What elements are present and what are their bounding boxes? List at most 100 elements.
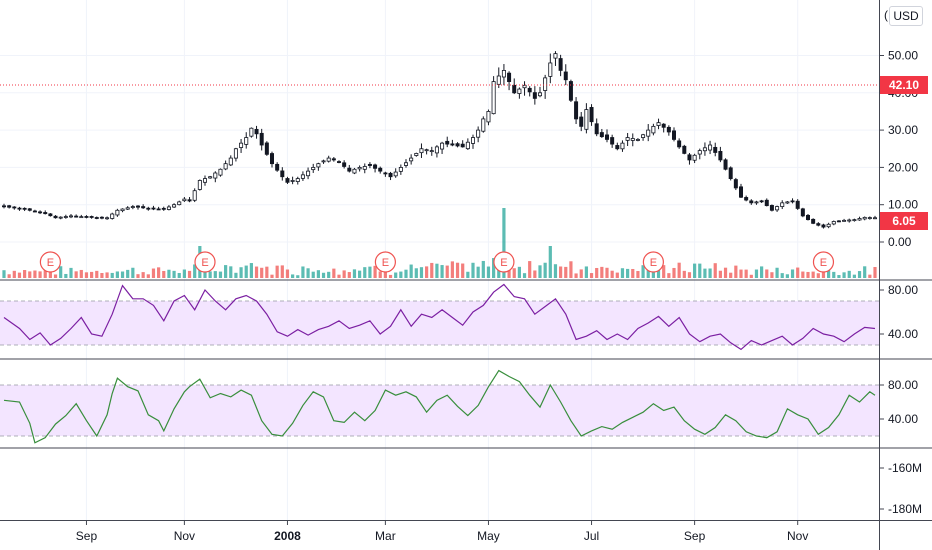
candle-body	[22, 207, 27, 210]
volume-bar	[388, 274, 393, 278]
candle-body	[568, 81, 573, 101]
candle-body	[362, 166, 367, 170]
earnings-marker[interactable]: E	[39, 251, 61, 273]
rsi-line	[3, 283, 876, 351]
currency-button[interactable]: USD	[889, 6, 923, 26]
candle-body	[867, 217, 872, 219]
earnings-marker[interactable]: E	[194, 251, 216, 273]
candle-body	[532, 92, 537, 99]
volume-bar	[64, 273, 68, 278]
candle-body	[739, 186, 744, 198]
volume-bar	[497, 269, 501, 278]
volume-bar	[440, 265, 444, 278]
volume-bar	[461, 263, 465, 278]
candle-body	[692, 154, 697, 161]
earnings-circle	[812, 251, 835, 273]
volume-bar	[105, 272, 109, 278]
volume-bar	[589, 273, 594, 278]
candle-body	[285, 178, 290, 183]
earnings-marker[interactable]: E	[642, 251, 664, 273]
candle-body	[69, 215, 74, 218]
candle-body	[465, 141, 470, 150]
axis-clipped-label: (	[884, 8, 888, 22]
candle-body	[713, 146, 718, 153]
candle-body	[610, 137, 615, 145]
candle-body	[599, 132, 604, 138]
volume-bar	[811, 271, 815, 278]
candle-body	[342, 162, 347, 167]
volume-bar	[713, 263, 717, 278]
volume-bar	[126, 269, 130, 278]
candle-body	[233, 148, 238, 159]
volume-bar	[734, 265, 738, 278]
candle-body	[249, 127, 254, 137]
volume-bar	[790, 269, 795, 278]
volume-bar	[873, 267, 877, 278]
earnings-marker[interactable]: E	[493, 251, 515, 273]
candle-body	[672, 130, 677, 140]
volume-bar	[270, 274, 274, 278]
candle-body	[197, 180, 202, 190]
volume-bar	[311, 271, 315, 278]
volume-bar	[827, 270, 831, 278]
candle-body	[269, 153, 274, 165]
volume-bar	[842, 272, 846, 278]
time-axis[interactable]: Sep Nov 2008 Mar May Jul Sep Nov	[76, 520, 809, 543]
candle-body	[146, 207, 151, 210]
volume-bar	[486, 266, 491, 278]
candle-body	[295, 178, 300, 182]
volume-bar	[291, 274, 295, 278]
volume-bar	[564, 266, 568, 278]
volume-bar	[383, 269, 387, 278]
volume-bar	[141, 272, 145, 278]
volume-bar	[162, 270, 166, 278]
volume-bar	[687, 272, 692, 278]
stochastic-band	[0, 384, 879, 437]
candle-body	[800, 208, 805, 217]
volume-bar	[744, 269, 748, 278]
price-tick-label: 20.00	[888, 160, 918, 174]
volume-bar	[476, 266, 480, 278]
volume-bar	[682, 270, 686, 278]
price-axis[interactable]: 50.00 40.00 30.00 20.00 10.00 0.00 80.00 40.00 8…	[879, 49, 922, 517]
volume-bar	[224, 265, 228, 278]
volume-bar	[182, 269, 186, 278]
earnings-circle	[642, 251, 664, 273]
volume-bar	[425, 266, 429, 278]
volume-bar	[502, 208, 506, 278]
volume-bar	[23, 270, 27, 278]
last-price-tag: 6.05	[880, 212, 928, 231]
candle-body	[553, 53, 558, 59]
candle-body	[486, 111, 491, 123]
volume-bar	[832, 271, 836, 278]
candle-body	[373, 164, 378, 169]
candle-body	[764, 199, 769, 207]
candle-body	[445, 140, 450, 145]
candle-body	[481, 118, 486, 132]
volume-bar	[79, 269, 83, 278]
candle-body	[306, 170, 311, 177]
candle-body	[594, 123, 599, 135]
candle-body	[749, 200, 754, 204]
volume-bar	[626, 268, 630, 278]
volume-bar	[167, 269, 171, 278]
candle-body	[275, 163, 280, 171]
candle-body	[769, 205, 774, 211]
candle-body	[708, 144, 713, 151]
earnings-marker[interactable]: E	[812, 251, 835, 273]
candle-body	[543, 77, 548, 91]
volume-bar	[378, 271, 382, 278]
candle-body	[43, 212, 48, 215]
volume-bar	[120, 271, 125, 278]
volume-bar	[615, 272, 619, 278]
volume-bar	[718, 270, 722, 278]
volume-bar	[584, 266, 588, 278]
candle-body	[161, 207, 166, 210]
earnings-label: E	[820, 257, 827, 269]
earnings-marker[interactable]: E	[374, 251, 396, 273]
volume-bar	[275, 265, 279, 278]
volume-bar	[538, 265, 542, 278]
candle-body	[548, 62, 553, 77]
